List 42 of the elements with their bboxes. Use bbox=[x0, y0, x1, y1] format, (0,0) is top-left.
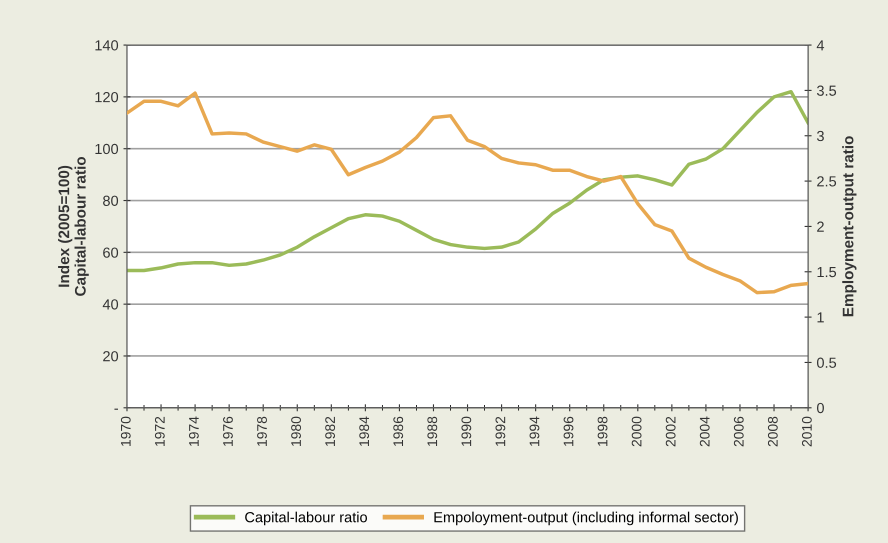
x-tick-label: 2008 bbox=[768, 416, 778, 446]
y2-tick-label: 0.5 bbox=[816, 358, 836, 368]
y-axis-title: Index (2005=100) Capital-labour ratio bbox=[58, 156, 89, 296]
x-tick-label: 2002 bbox=[666, 416, 676, 446]
y2-tick-label: 3.5 bbox=[816, 86, 836, 96]
x-tick-label: 1996 bbox=[564, 416, 574, 446]
y-tick-label: 120 bbox=[95, 92, 118, 102]
x-tick-label: 1974 bbox=[188, 416, 199, 446]
x-tick-label: 1978 bbox=[257, 416, 267, 446]
x-tick-label: 1982 bbox=[325, 416, 336, 446]
y2-axis-title: Employment-output ratio bbox=[842, 136, 856, 316]
legend-label: Capital-labour ratio bbox=[245, 512, 368, 526]
x-tick-label: 1986 bbox=[393, 416, 404, 446]
y2-tick-label: 1 bbox=[818, 312, 824, 322]
y-tick-label: - bbox=[114, 408, 118, 410]
y2-tick-label: 2.5 bbox=[817, 176, 836, 187]
x-tick-label: 2000 bbox=[632, 416, 642, 446]
x-tick-label: 1976 bbox=[223, 416, 233, 446]
x-tick-label: 2010 bbox=[802, 416, 812, 446]
y-tick-label: 40 bbox=[102, 299, 118, 310]
y2-tick-label: 0 bbox=[816, 402, 824, 414]
y-tick-label: 80 bbox=[103, 196, 118, 206]
x-tick-label: 1980 bbox=[291, 416, 301, 446]
y2-tick-label: 3 bbox=[816, 130, 824, 142]
y-tick-label: 60 bbox=[103, 247, 118, 258]
x-tick-label: 1970 bbox=[120, 416, 131, 446]
x-tick-label: 1994 bbox=[530, 416, 540, 446]
x-tick-label: 1992 bbox=[495, 416, 506, 446]
y-tick-label: 20 bbox=[103, 351, 118, 362]
legend-label: Empoloyment-output (including informal sector) bbox=[434, 512, 738, 526]
x-tick-label: 1972 bbox=[154, 416, 165, 446]
x-tick-label: 2004 bbox=[700, 416, 710, 446]
x-tick-label: 1984 bbox=[359, 416, 370, 446]
y2-tick-label: 1.5 bbox=[818, 267, 836, 278]
x-tick-label: 1990 bbox=[461, 416, 472, 446]
x-tick-label: 2006 bbox=[734, 416, 744, 446]
y-tick-label: 140 bbox=[95, 40, 118, 50]
y2-tick-label: 2 bbox=[817, 222, 824, 232]
y2-tick-label: 4 bbox=[816, 40, 824, 50]
y-tick-label: 100 bbox=[95, 144, 118, 154]
x-tick-label: 1988 bbox=[427, 416, 438, 446]
x-tick-label: 1998 bbox=[598, 416, 608, 446]
